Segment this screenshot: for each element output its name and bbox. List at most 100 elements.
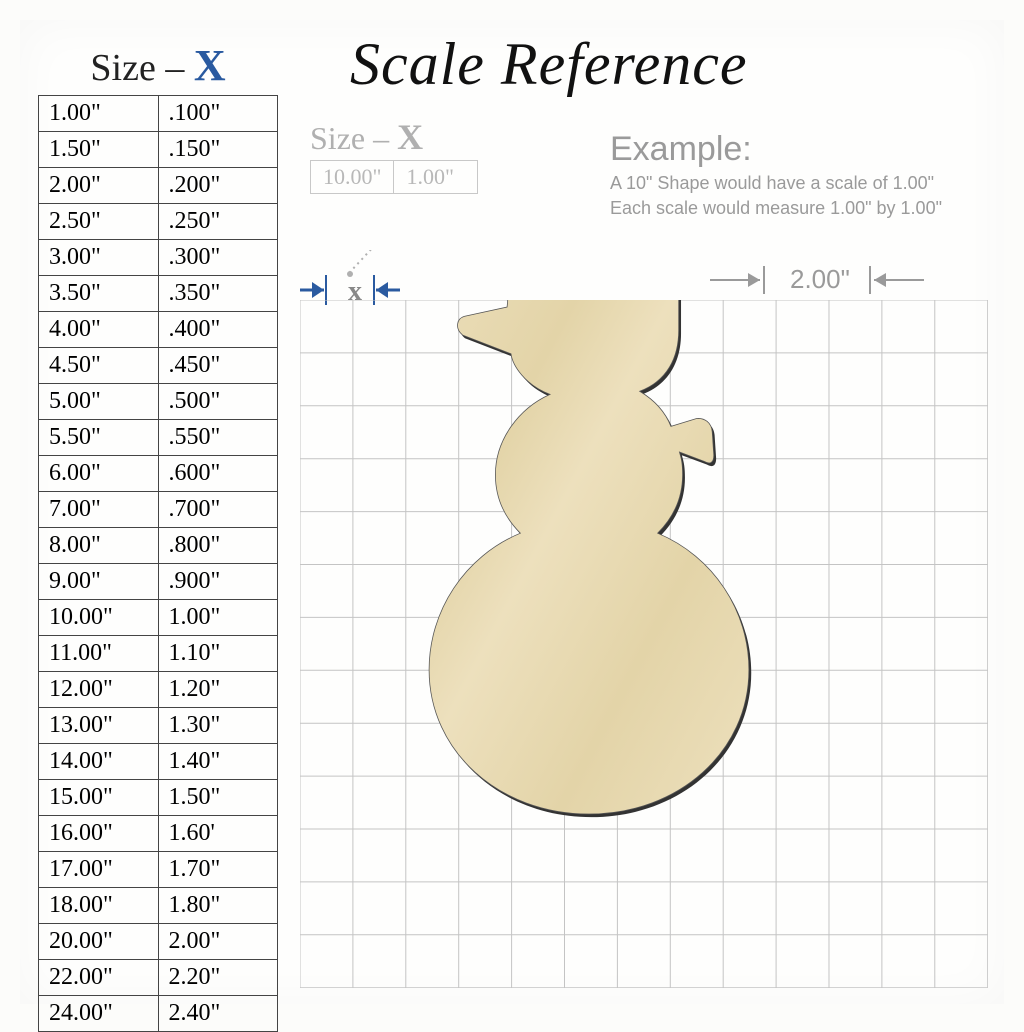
table-row: 1.00".100" [39,96,278,132]
table-cell: .500" [158,384,278,420]
table-row: 18.00"1.80" [39,888,278,924]
table-row: 22.00"2.20" [39,960,278,996]
table-cell: 24.00" [39,996,159,1032]
table-cell: 1.60' [158,816,278,852]
table-row: 12.00"1.20" [39,672,278,708]
table-cell: 10.00" [39,600,159,636]
dimension-two-inch: 2.00" [710,260,970,305]
table-cell: .900" [158,564,278,600]
snowman-shape [429,300,751,817]
table-cell: 13.00" [39,708,159,744]
size-table: Size – X 1.00".100"1.50".150"2.00".200"2… [38,40,278,1032]
table-cell: .700" [158,492,278,528]
table-row: 1.50".150" [39,132,278,168]
table-cell: 2.00" [39,168,159,204]
table-cell: 4.50" [39,348,159,384]
table-row: 9.00".900" [39,564,278,600]
table-cell: .300" [158,240,278,276]
small-ref-prefix: Size – [310,120,397,156]
table-row: 3.00".300" [39,240,278,276]
example-title: Example: [610,130,942,169]
table-row: 8.00".800" [39,528,278,564]
table-row: 5.50".550" [39,420,278,456]
small-ref-cell-1: 1.00" [394,161,477,194]
dotted-curve-icon [350,250,415,272]
table-cell: 18.00" [39,888,159,924]
small-ref-label: Size – X [310,116,478,158]
table-row: 7.00".700" [39,492,278,528]
table-cell: 12.00" [39,672,159,708]
table-cell: 5.50" [39,420,159,456]
table-cell: 2.50" [39,204,159,240]
table-cell: 11.00" [39,636,159,672]
table-cell: 7.00" [39,492,159,528]
table-cell: 2.20" [158,960,278,996]
table-header: Size – X [38,40,278,95]
table-cell: 20.00" [39,924,159,960]
table-row: 5.00".500" [39,384,278,420]
table-row: 2.00".200" [39,168,278,204]
table-cell: 2.40" [158,996,278,1032]
table-cell: 1.10" [158,636,278,672]
snowman-shape-icon [429,300,749,814]
table-row: 13.00"1.30" [39,708,278,744]
table-cell: 2.00" [158,924,278,960]
table-row: 17.00"1.70" [39,852,278,888]
table-cell: 3.00" [39,240,159,276]
table-cell: .600" [158,456,278,492]
table-cell: 1.20" [158,672,278,708]
table-cell: .550" [158,420,278,456]
small-ref-cell-0: 10.00" [311,161,394,194]
table-cell: 9.00" [39,564,159,600]
table-cell: 1.30" [158,708,278,744]
table-cell: .150" [158,132,278,168]
table-cell: 1.00" [158,600,278,636]
table-cell: .350" [158,276,278,312]
example-line-1: A 10" Shape would have a scale of 1.00" [610,173,942,194]
table-cell: 1.50" [39,132,159,168]
table-cell: 1.00" [39,96,159,132]
table-cell: 6.00" [39,456,159,492]
table-cell: .250" [158,204,278,240]
small-ref-x: X [397,117,423,157]
table-cell: 22.00" [39,960,159,996]
table-cell: 1.80" [158,888,278,924]
table-row: 3.50".350" [39,276,278,312]
table-row: 14.00"1.40" [39,744,278,780]
dim-label: 2.00" [790,264,850,294]
table-header-x: X [194,41,226,90]
table-cell: .450" [158,348,278,384]
example-line-2: Each scale would measure 1.00" by 1.00" [610,198,942,219]
table-cell: .800" [158,528,278,564]
table-cell: 8.00" [39,528,159,564]
table-cell: 3.50" [39,276,159,312]
table-cell: 1.40" [158,744,278,780]
small-ref-block: Size – X 10.00" 1.00" [310,116,478,194]
table-row: 24.00"2.40" [39,996,278,1032]
scale-table-body: 1.00".100"1.50".150"2.00".200"2.50".250"… [38,95,278,1032]
table-row: 20.00"2.00" [39,924,278,960]
table-cell: 1.70" [158,852,278,888]
table-cell: 4.00" [39,312,159,348]
arrow-left-head-icon [312,282,324,298]
table-row: 4.00".400" [39,312,278,348]
table-row: 4.50".450" [39,348,278,384]
table-cell: 1.50" [158,780,278,816]
table-row: 6.00".600" [39,456,278,492]
table-cell: .100" [158,96,278,132]
table-cell: 17.00" [39,852,159,888]
scale-grid [300,300,988,988]
table-cell: 14.00" [39,744,159,780]
dim-left-head-icon [748,273,760,287]
table-cell: .200" [158,168,278,204]
table-row: 11.00"1.10" [39,636,278,672]
table-row: 16.00"1.60' [39,816,278,852]
page-title: Scale Reference [350,30,748,99]
table-row: 2.50".250" [39,204,278,240]
table-cell: 15.00" [39,780,159,816]
example-block: Example: A 10" Shape would have a scale … [610,130,942,219]
small-ref-table: 10.00" 1.00" [310,160,478,194]
table-cell: 16.00" [39,816,159,852]
table-row: 10.00"1.00" [39,600,278,636]
table-cell: 5.00" [39,384,159,420]
